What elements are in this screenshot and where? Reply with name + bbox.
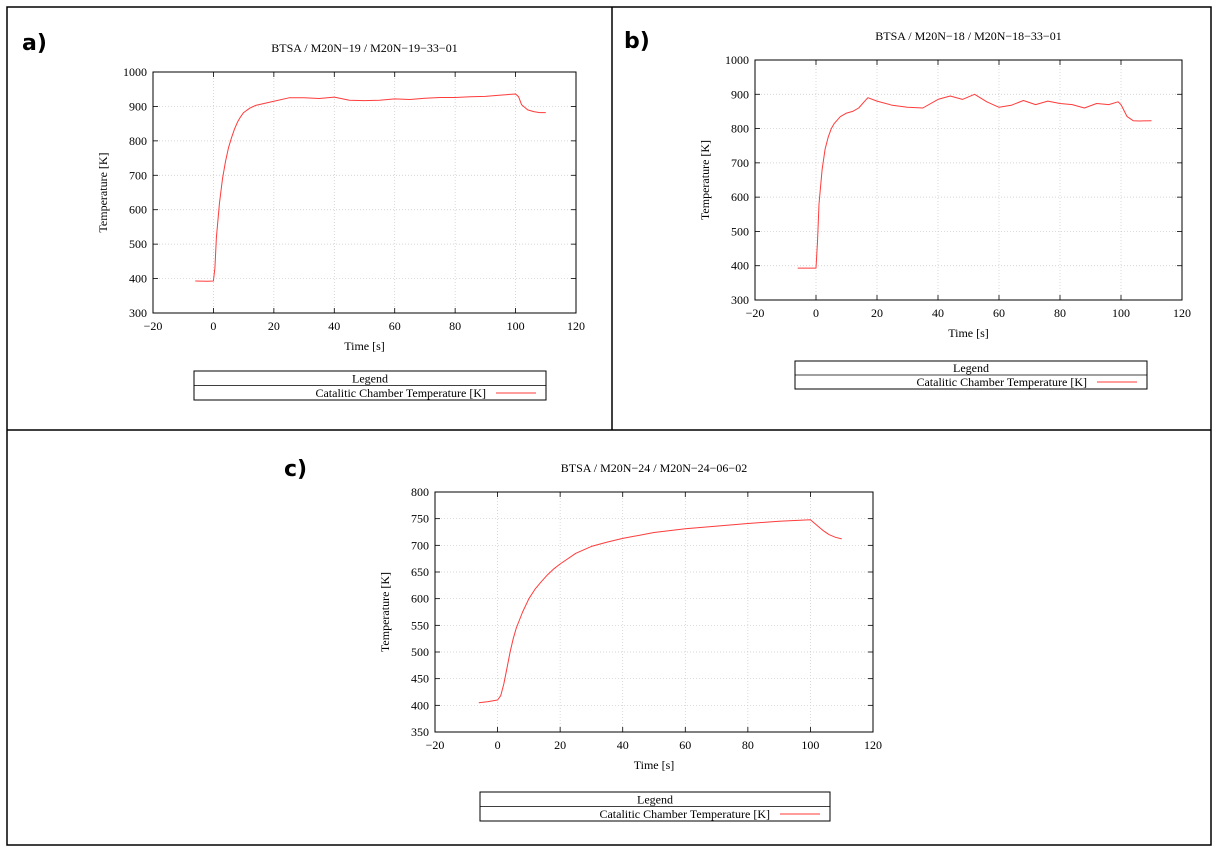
y-tick-label: 400 [129, 272, 147, 286]
y-tick-label: 450 [411, 672, 429, 686]
panel-label: c) [284, 457, 307, 482]
x-tick-label: 100 [1112, 306, 1130, 320]
y-tick-label: 500 [731, 224, 749, 238]
x-tick-label: 80 [1054, 306, 1066, 320]
chart-title: BTSA / M20N−24 / M20N−24−06−02 [561, 461, 747, 475]
x-tick-label: 80 [742, 738, 754, 752]
y-tick-label: 400 [411, 698, 429, 712]
panel-border-outer [6, 6, 1212, 846]
y-tick-label: 550 [411, 618, 429, 632]
x-axis-label: Time [s] [344, 339, 385, 353]
plot-area-frame [434, 491, 874, 733]
x-tick-label: −20 [746, 306, 765, 320]
y-tick-label: 500 [129, 237, 147, 251]
y-tick-label: 600 [731, 190, 749, 204]
legend-entry-label: Catalitic Chamber Temperature [K] [599, 807, 770, 821]
x-tick-label: 20 [871, 306, 883, 320]
y-axis-label: Temperature [K] [698, 140, 712, 220]
plot-area-frame [754, 59, 1183, 301]
x-tick-label: 120 [567, 319, 585, 333]
panel-label: a) [22, 31, 47, 56]
y-tick-label: 700 [411, 538, 429, 552]
y-tick-label: 800 [731, 122, 749, 136]
chart-title: BTSA / M20N−18 / M20N−18−33−01 [875, 29, 1061, 43]
y-tick-label: 800 [129, 134, 147, 148]
y-tick-label: 800 [411, 485, 429, 499]
y-tick-label: 650 [411, 565, 429, 579]
x-tick-label: 0 [813, 306, 819, 320]
y-tick-label: 600 [411, 592, 429, 606]
x-tick-label: 40 [328, 319, 340, 333]
x-tick-label: 120 [864, 738, 882, 752]
x-tick-label: 80 [449, 319, 461, 333]
y-tick-label: 1000 [725, 53, 749, 67]
y-tick-label: 700 [731, 156, 749, 170]
x-tick-label: 20 [554, 738, 566, 752]
legend-title: Legend [953, 361, 989, 375]
y-tick-label: 700 [129, 168, 147, 182]
series-line [195, 93, 546, 282]
y-tick-label: 600 [129, 203, 147, 217]
chart-title: BTSA / M20N−19 / M20N−19−33−01 [271, 41, 457, 55]
plot-area-frame [152, 71, 577, 314]
x-tick-label: 0 [495, 738, 501, 752]
series-line [797, 93, 1152, 269]
y-tick-label: 900 [731, 87, 749, 101]
legend-entry-label: Catalitic Chamber Temperature [K] [916, 375, 1087, 389]
y-tick-label: 400 [731, 259, 749, 273]
y-axis-label: Temperature [K] [96, 152, 110, 232]
x-tick-label: 40 [932, 306, 944, 320]
x-tick-label: 120 [1173, 306, 1191, 320]
x-tick-label: 60 [679, 738, 691, 752]
series-line [478, 519, 842, 704]
y-tick-label: 300 [731, 293, 749, 307]
x-tick-label: 60 [993, 306, 1005, 320]
panel-label: b) [624, 29, 650, 54]
x-tick-label: −20 [426, 738, 445, 752]
legend-title: Legend [352, 372, 388, 386]
x-axis-label: Time [s] [948, 326, 989, 340]
y-tick-label: 500 [411, 645, 429, 659]
y-axis-label: Temperature [K] [378, 572, 392, 652]
x-tick-label: 100 [801, 738, 819, 752]
x-tick-label: 0 [210, 319, 216, 333]
y-tick-label: 1000 [123, 65, 147, 79]
y-tick-label: 300 [129, 306, 147, 320]
x-tick-label: 60 [389, 319, 401, 333]
x-tick-label: −20 [144, 319, 163, 333]
legend-title: Legend [637, 793, 673, 807]
x-tick-label: 40 [617, 738, 629, 752]
legend-entry-label: Catalitic Chamber Temperature [K] [315, 386, 486, 400]
y-tick-label: 750 [411, 512, 429, 526]
x-tick-label: 100 [507, 319, 525, 333]
y-tick-label: 350 [411, 725, 429, 739]
y-tick-label: 900 [129, 99, 147, 113]
x-axis-label: Time [s] [634, 758, 675, 772]
x-tick-label: 20 [268, 319, 280, 333]
